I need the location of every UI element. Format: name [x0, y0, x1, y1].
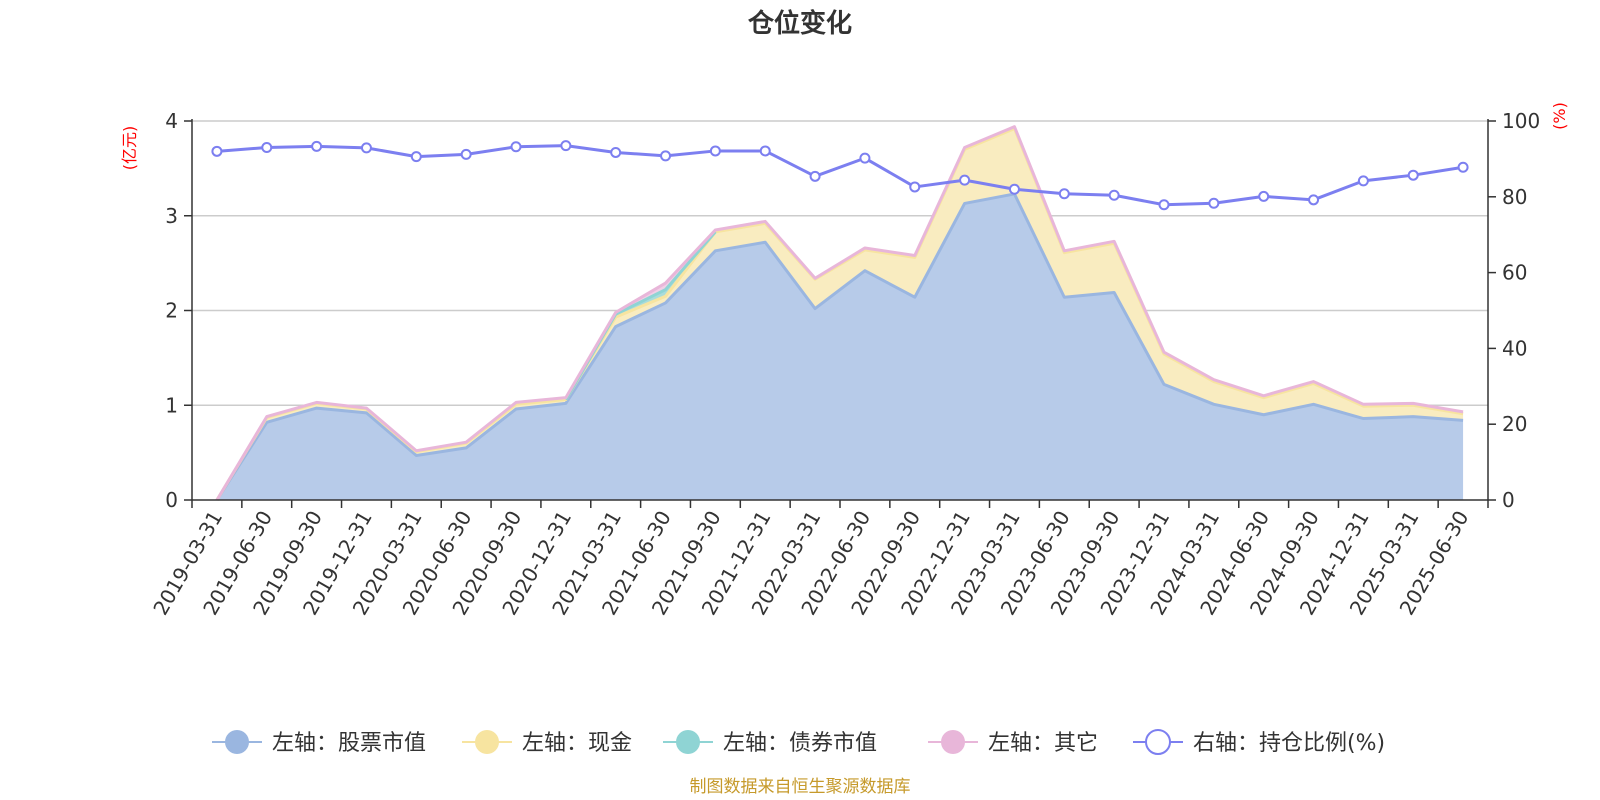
- point-position-ratio: [959, 174, 971, 186]
- legend-label-position-ratio: 右轴：持仓比例(%): [1193, 731, 1385, 756]
- area-stock-value: [216, 193, 1464, 500]
- point-position-ratio: [1457, 161, 1469, 173]
- point-position-ratio: [410, 151, 422, 163]
- point-position-ratio: [709, 145, 721, 157]
- point-position-ratio: [211, 145, 223, 157]
- point-position-ratio: [360, 142, 372, 154]
- point-position-ratio: [261, 142, 273, 154]
- right-tick-label: 0: [1502, 488, 1515, 512]
- point-position-ratio: [1158, 199, 1170, 211]
- right-tick-label: 100: [1502, 109, 1540, 133]
- line-layer: [211, 140, 1469, 211]
- point-position-ratio: [1108, 189, 1120, 201]
- legend-marker-position-ratio: [1145, 729, 1171, 755]
- point-position-ratio: [1308, 194, 1320, 206]
- point-position-ratio: [1258, 190, 1270, 202]
- legend-marker-other: [941, 730, 965, 754]
- legend-label-cash: 左轴：现金: [522, 731, 632, 756]
- left-tick-label: 4: [165, 109, 178, 133]
- point-position-ratio: [460, 148, 472, 160]
- point-position-ratio: [859, 152, 871, 164]
- legend-marker-bond-value: [676, 730, 700, 754]
- point-position-ratio: [1058, 188, 1070, 200]
- point-position-ratio: [660, 150, 672, 162]
- right-tick-label: 20: [1502, 412, 1527, 436]
- legend-marker-cash: [475, 730, 499, 754]
- point-position-ratio: [510, 141, 522, 153]
- point-position-ratio: [1357, 175, 1369, 187]
- right-tick-label: 40: [1502, 336, 1527, 360]
- point-position-ratio: [1407, 169, 1419, 181]
- point-position-ratio: [909, 181, 921, 193]
- line-other: [215, 125, 1464, 501]
- line-stock-value: [215, 192, 1464, 501]
- chart-title: 仓位变化: [747, 8, 852, 39]
- right-tick-label: 80: [1502, 185, 1527, 209]
- point-position-ratio: [610, 146, 622, 158]
- left-tick-label: 3: [165, 204, 178, 228]
- left-tick-label: 2: [165, 299, 178, 323]
- legend-label-other: 左轴：其它: [988, 731, 1098, 756]
- left-tick-label: 1: [165, 393, 178, 417]
- left-axis-unit: (亿元): [120, 126, 139, 171]
- legend-label-bond-value: 左轴：债券市值: [723, 731, 877, 756]
- left-tick-label: 0: [165, 488, 178, 512]
- line-position-ratio: [216, 144, 1464, 207]
- point-position-ratio: [560, 140, 572, 152]
- legend-marker-stock-value: [225, 730, 249, 754]
- right-axis-unit: (%): [1550, 102, 1569, 130]
- source-note: 制图数据来自恒生聚源数据库: [690, 777, 911, 797]
- legend-label-stock-value: 左轴：股票市值: [272, 731, 426, 756]
- area-layer: [215, 125, 1464, 501]
- right-tick-label: 60: [1502, 261, 1527, 285]
- point-position-ratio: [1208, 197, 1220, 209]
- legend: 左轴：股票市值 左轴：现金 左轴：债券市值 左轴：其它 右轴：持仓比例(%): [212, 729, 1385, 756]
- point-position-ratio: [1008, 183, 1020, 195]
- point-position-ratio: [311, 140, 323, 152]
- point-position-ratio: [809, 170, 821, 182]
- point-position-ratio: [759, 145, 771, 157]
